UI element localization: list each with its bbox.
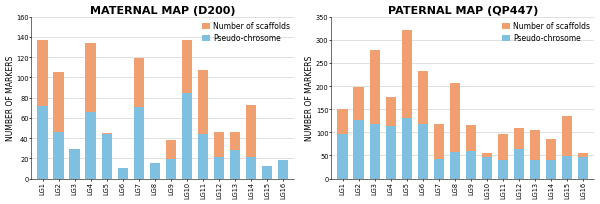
Bar — [562, 116, 572, 156]
Bar — [214, 157, 224, 179]
Bar — [530, 130, 541, 160]
Bar — [449, 84, 460, 152]
Bar — [466, 126, 476, 152]
Bar — [578, 153, 589, 157]
Bar — [418, 72, 428, 124]
Bar — [101, 134, 112, 179]
Bar — [434, 159, 444, 179]
Bar — [418, 124, 428, 179]
Legend: Number of scaffolds, Pseudo-chrosome: Number of scaffolds, Pseudo-chrosome — [502, 21, 590, 44]
Bar — [149, 164, 160, 179]
Bar — [530, 160, 541, 179]
Y-axis label: NUMBER OF MARKERS: NUMBER OF MARKERS — [305, 56, 314, 141]
Bar — [498, 134, 508, 160]
Title: MATERNAL MAP (D200): MATERNAL MAP (D200) — [90, 6, 236, 16]
Bar — [353, 88, 364, 120]
Bar — [434, 125, 444, 159]
Bar — [198, 134, 208, 179]
Bar — [37, 41, 48, 106]
Bar — [337, 110, 348, 134]
Bar — [546, 160, 556, 179]
Bar — [101, 133, 112, 134]
Bar — [262, 167, 272, 179]
Bar — [482, 157, 492, 179]
Bar — [53, 132, 64, 179]
Bar — [466, 152, 476, 179]
Bar — [246, 105, 256, 157]
Bar — [166, 140, 176, 160]
Bar — [370, 124, 380, 179]
Bar — [134, 107, 144, 179]
Bar — [482, 153, 492, 157]
Bar — [562, 156, 572, 179]
Bar — [230, 132, 240, 151]
Bar — [182, 41, 192, 93]
Bar — [85, 44, 96, 112]
Bar — [514, 150, 524, 179]
Bar — [118, 169, 128, 179]
Y-axis label: NUMBER OF MARKERS: NUMBER OF MARKERS — [5, 56, 14, 141]
Bar — [370, 50, 380, 124]
Bar — [514, 128, 524, 150]
Bar — [278, 161, 289, 179]
Bar — [401, 118, 412, 179]
Bar — [70, 150, 80, 179]
Bar — [401, 31, 412, 118]
Bar — [230, 151, 240, 179]
Title: PATERNAL MAP (QP447): PATERNAL MAP (QP447) — [388, 6, 538, 16]
Bar — [386, 127, 396, 179]
Bar — [134, 59, 144, 107]
Bar — [498, 160, 508, 179]
Bar — [386, 97, 396, 127]
Bar — [337, 134, 348, 179]
Bar — [85, 112, 96, 179]
Bar — [53, 73, 64, 132]
Bar — [578, 157, 589, 179]
Bar — [353, 120, 364, 179]
Bar — [198, 71, 208, 134]
Bar — [166, 160, 176, 179]
Bar — [214, 132, 224, 157]
Bar — [246, 157, 256, 179]
Bar — [37, 106, 48, 179]
Bar — [449, 152, 460, 179]
Bar — [182, 93, 192, 179]
Legend: Number of scaffolds, Pseudo-chrosome: Number of scaffolds, Pseudo-chrosome — [202, 21, 290, 44]
Bar — [546, 140, 556, 160]
